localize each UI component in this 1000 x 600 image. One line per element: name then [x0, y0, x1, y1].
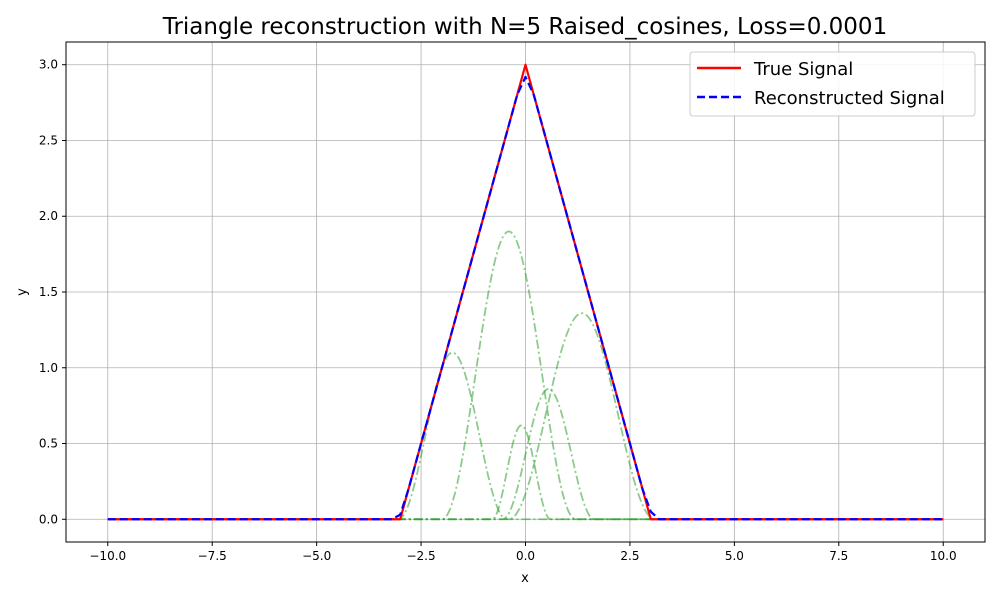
x-tick-label: 2.5	[620, 549, 639, 563]
x-tick-label: 7.5	[829, 549, 848, 563]
x-tick-label: 0.0	[516, 549, 535, 563]
y-tick-label: 2.5	[39, 133, 58, 147]
x-tick-label: −5.0	[302, 549, 331, 563]
chart-title: Triangle reconstruction with N=5 Raised_…	[162, 14, 887, 40]
x-tick-label: 5.0	[725, 549, 744, 563]
x-tick-label: −7.5	[198, 549, 227, 563]
y-tick-label: 0.5	[39, 437, 58, 451]
x-tick-label: −2.5	[406, 549, 435, 563]
series-line-reconstructed-signal	[107, 75, 944, 521]
x-axis-title: x	[521, 571, 529, 586]
y-tick-label: 1.0	[39, 361, 58, 375]
legend-label-true-signal: True Signal	[753, 59, 853, 80]
y-tick-label: 0.0	[39, 512, 58, 526]
x-tick-label: −10.0	[89, 549, 126, 563]
y-tick-label: 1.5	[39, 285, 58, 299]
x-axis: −10.0 −7.5 −5.0 −2.5 0.0 2.5 5.0 7.5 10.0	[89, 542, 957, 563]
y-axis: 0.0 0.5 1.0 1.5 2.0 2.5 3.0	[39, 58, 66, 526]
y-tick-label: 3.0	[39, 58, 58, 72]
legend-label-reconstructed-signal: Reconstructed Signal	[754, 88, 945, 109]
x-tick-label: 10.0	[930, 549, 957, 563]
legend-box	[689, 51, 976, 117]
y-axis-title: y	[15, 288, 30, 296]
grid-layer	[66, 42, 985, 542]
series-layer	[107, 63, 944, 521]
legend: True Signal Reconstructed Signal	[689, 51, 976, 117]
y-tick-label: 2.0	[39, 209, 58, 223]
